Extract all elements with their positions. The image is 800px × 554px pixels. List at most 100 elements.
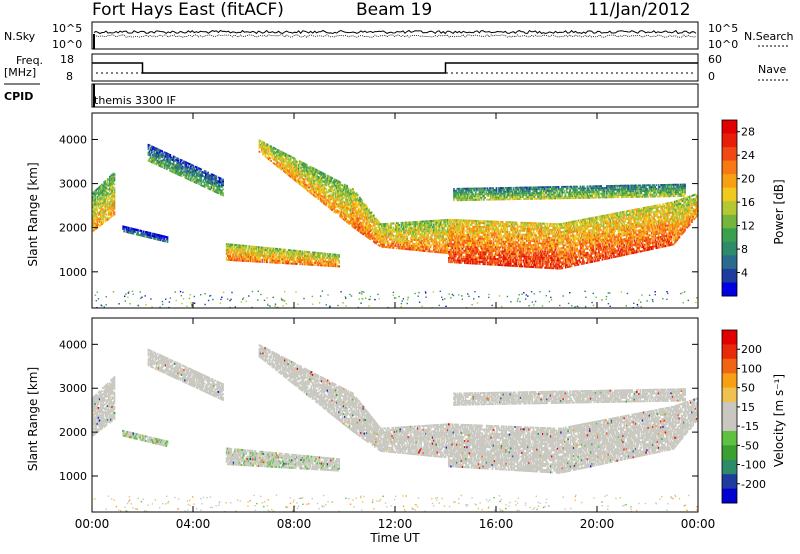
power-cell	[109, 193, 111, 196]
power-cell	[483, 239, 486, 242]
power-cell	[263, 141, 266, 144]
power-cell	[232, 245, 235, 248]
power-cell	[216, 185, 219, 188]
power-cell	[190, 177, 192, 180]
power-cell	[267, 150, 270, 153]
power-cell	[488, 236, 490, 239]
power-cell	[520, 263, 522, 266]
power-cell	[467, 233, 470, 236]
power-cell	[453, 223, 456, 226]
power-cell	[151, 159, 153, 162]
power-cell	[204, 174, 207, 177]
power-cell	[237, 250, 240, 252]
power-cell	[155, 233, 158, 236]
power-cell	[240, 248, 243, 251]
power-cell	[235, 247, 237, 250]
power-cell	[528, 263, 530, 266]
power-cell	[93, 193, 95, 196]
power-cell	[164, 151, 167, 154]
power-cell	[161, 164, 164, 166]
power-cell	[213, 178, 215, 181]
power-cell	[131, 232, 134, 235]
power-cell	[107, 198, 110, 201]
power-cell	[194, 171, 197, 174]
power-cell	[237, 253, 240, 256]
power-cell	[516, 229, 519, 232]
power-cell	[240, 244, 243, 247]
power-cell	[179, 170, 182, 173]
power-cell	[249, 258, 252, 261]
power-cell	[249, 249, 252, 252]
power-cell	[182, 171, 184, 174]
power-cell	[210, 183, 213, 186]
power-cell	[107, 202, 110, 205]
power-cell	[347, 201, 350, 204]
power-cell	[97, 198, 100, 201]
power-cell	[193, 177, 196, 179]
power-cell	[155, 163, 158, 166]
power-cell	[92, 196, 94, 199]
power-cell	[334, 259, 337, 262]
power-cell	[408, 242, 411, 245]
power-cell	[203, 176, 206, 178]
power-cell	[176, 163, 178, 166]
power-cell	[392, 242, 395, 245]
power-cell	[198, 167, 200, 170]
power-cell	[109, 187, 111, 190]
power-cell	[230, 245, 233, 248]
power-cell	[293, 257, 296, 260]
power-cell	[389, 246, 391, 249]
power-cell	[106, 204, 109, 207]
power-cell	[207, 177, 209, 180]
power-cell	[535, 222, 537, 225]
power-cell	[515, 263, 518, 266]
power-cell	[97, 186, 100, 189]
power-cell	[111, 205, 114, 208]
power-cell	[484, 253, 487, 256]
power-cell	[363, 220, 366, 223]
power-cell	[153, 160, 156, 163]
power-cell	[458, 241, 461, 244]
power-cell	[240, 250, 243, 253]
power-cell	[102, 202, 104, 205]
power-cell	[163, 165, 166, 168]
power-cell	[98, 203, 101, 206]
power-cell	[110, 188, 112, 191]
power-cell	[473, 228, 475, 231]
power-cell	[390, 236, 392, 239]
power-cell	[239, 250, 242, 253]
power-cell	[367, 215, 369, 217]
power-cell	[177, 173, 180, 176]
power-cell	[528, 238, 530, 240]
power-cell	[106, 202, 109, 205]
power-cell	[102, 208, 104, 211]
power-cell	[105, 191, 108, 194]
power-cell	[97, 188, 100, 191]
power-cell	[199, 175, 201, 178]
power-cell	[367, 218, 369, 221]
power-cell	[162, 158, 165, 161]
power-cell	[227, 243, 229, 246]
power-cell	[207, 183, 209, 186]
power-cell	[385, 232, 388, 235]
power-cell	[501, 221, 504, 223]
power-cell	[319, 256, 322, 259]
power-cell	[504, 242, 506, 245]
power-cell	[156, 161, 159, 164]
power-cell	[150, 234, 153, 237]
power-cell	[113, 197, 116, 200]
power-cell	[137, 229, 139, 232]
power-cell	[98, 201, 101, 204]
power-cell	[102, 186, 104, 189]
power-cell	[195, 176, 198, 179]
power-cell	[105, 193, 108, 196]
power-cell	[93, 213, 95, 216]
power-cell	[112, 214, 115, 217]
power-cell	[110, 180, 112, 183]
power-cell	[243, 246, 245, 249]
power-cell	[247, 260, 250, 263]
power-cell	[466, 249, 469, 252]
power-cell	[391, 232, 394, 235]
power-cell	[243, 250, 245, 253]
power-cell	[238, 246, 241, 249]
